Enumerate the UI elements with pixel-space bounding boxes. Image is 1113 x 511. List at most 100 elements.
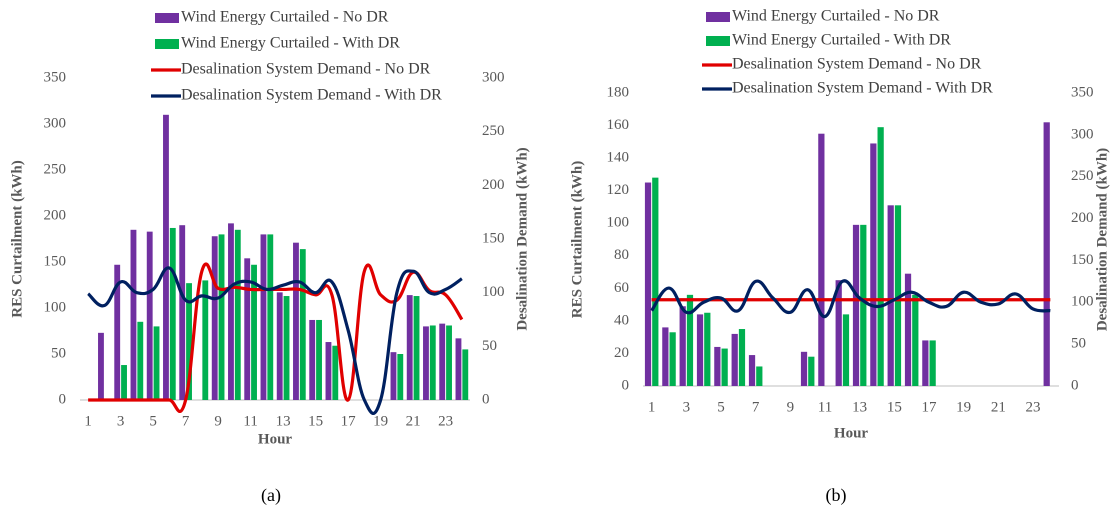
bar [756, 366, 763, 386]
y2-axis-title: Desalination Demand (kWh) [1094, 148, 1110, 331]
x-tick-label: 21 [991, 399, 1006, 415]
y-tick-label: 150 [44, 253, 67, 269]
y-tick-label: 50 [51, 345, 66, 361]
bar [429, 325, 436, 400]
bar [186, 283, 192, 400]
x-tick-label: 19 [956, 399, 971, 415]
x-tick-label: 11 [243, 413, 257, 429]
caption: (a) [261, 485, 281, 506]
bar [202, 280, 209, 400]
line-series [88, 262, 464, 413]
bar [293, 242, 299, 400]
legend-label: Desalination System Demand - No DR [732, 56, 982, 73]
bar [714, 346, 721, 386]
y-tick-label: 140 [607, 150, 630, 166]
bar [748, 355, 756, 386]
legend-swatch [155, 13, 179, 23]
legend-swatch [155, 39, 179, 49]
x-tick-label: 23 [1026, 399, 1041, 415]
x-tick-label: 13 [276, 413, 291, 429]
bar [644, 182, 652, 386]
y2-tick-label: 0 [482, 391, 490, 407]
bar [211, 236, 218, 400]
y-tick-label: 160 [607, 117, 630, 133]
bar [276, 292, 283, 400]
legend-swatch [706, 12, 730, 22]
bar [679, 306, 686, 386]
bar [283, 296, 290, 400]
bar [114, 264, 121, 400]
y2-tick-label: 350 [1071, 84, 1094, 100]
bar [852, 224, 860, 386]
bar [686, 294, 694, 386]
y-tick-label: 300 [44, 115, 67, 131]
bar [146, 231, 153, 400]
legend-label: Desalination System Demand - With DR [732, 80, 993, 97]
x-tick-label: 7 [752, 399, 760, 415]
y-axis-title: RES Curtailment (kWh) [569, 161, 585, 319]
x-tick-label: 7 [182, 413, 190, 429]
bar [835, 280, 842, 386]
y-axis-title: RES Curtailment (kWh) [9, 160, 25, 318]
x-tick-label: 5 [149, 413, 157, 429]
legend-label: Wind Energy Curtailed - No DR [181, 9, 389, 26]
bar [406, 295, 413, 400]
bar [390, 352, 397, 400]
x-tick-label: 1 [84, 413, 92, 429]
bar [309, 319, 316, 400]
bar [912, 294, 919, 386]
x-tick-label: 3 [683, 399, 691, 415]
bar [696, 314, 704, 386]
x-tick-label: 1 [648, 399, 656, 415]
bar [228, 223, 234, 400]
bar [669, 332, 676, 386]
x-tick-label: 15 [887, 399, 902, 415]
y-tick-label: 120 [607, 182, 630, 198]
bar [251, 264, 257, 400]
bar [244, 258, 251, 400]
y2-tick-label: 150 [482, 230, 505, 246]
bar [922, 340, 929, 386]
bar [894, 205, 902, 386]
y2-tick-label: 150 [1071, 252, 1094, 268]
y2-tick-label: 200 [1071, 210, 1094, 226]
y2-tick-label: 0 [1071, 377, 1079, 393]
bar [842, 314, 850, 386]
y2-tick-label: 50 [482, 338, 497, 354]
caption: (b) [826, 485, 847, 506]
y2-tick-label: 300 [1071, 126, 1094, 142]
y2-tick-label: 250 [482, 123, 505, 139]
y-tick-label: 0 [59, 391, 67, 407]
legend-label: Wind Energy Curtailed - With DR [181, 35, 400, 52]
bar [721, 348, 728, 386]
bar [439, 323, 446, 400]
bar [153, 326, 160, 400]
bar [163, 114, 169, 401]
bar [267, 234, 274, 400]
bar [704, 312, 711, 386]
bar [179, 225, 186, 400]
bar [316, 319, 322, 400]
bar [299, 249, 306, 400]
x-tick-label: 9 [787, 399, 795, 415]
bar [423, 326, 429, 400]
y2-tick-label: 200 [482, 177, 505, 193]
x-axis-title: Hour [258, 431, 293, 447]
bar [808, 356, 815, 386]
legend-swatch [706, 36, 730, 46]
bar [929, 340, 936, 386]
y-tick-label: 40 [614, 312, 629, 328]
bar [1043, 122, 1050, 387]
y2-tick-label: 100 [1071, 294, 1094, 310]
x-axis-title: Hour [834, 425, 869, 441]
y-tick-label: 350 [44, 69, 67, 85]
legend-label: Wind Energy Curtailed - With DR [732, 32, 951, 49]
legend-label: Desalination System Demand - No DR [181, 61, 431, 78]
bar [860, 224, 867, 386]
bar [169, 227, 176, 400]
bar [904, 273, 912, 386]
bar [462, 349, 469, 400]
x-tick-label: 13 [852, 399, 867, 415]
bar [455, 338, 462, 400]
